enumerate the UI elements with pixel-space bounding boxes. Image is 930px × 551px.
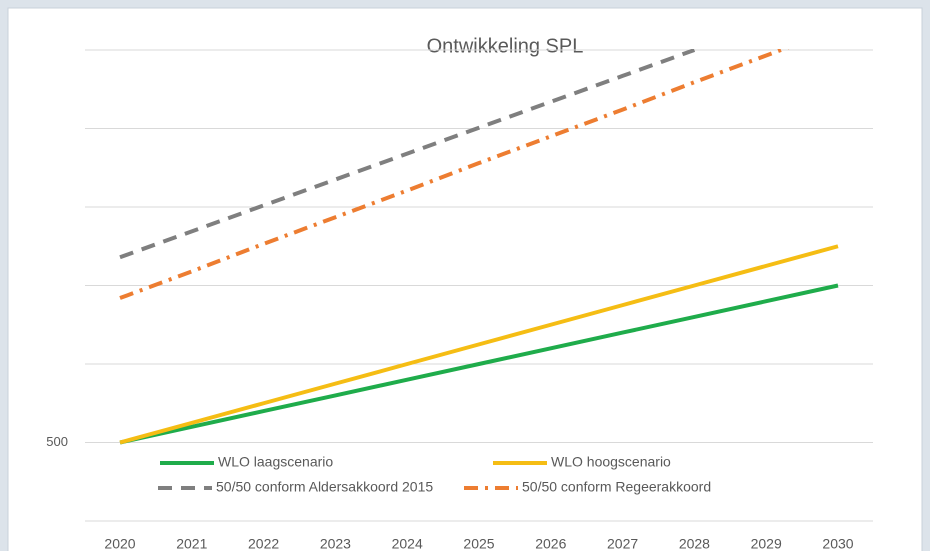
- x-tick-label: 2026: [535, 536, 566, 551]
- x-tick-label: 2030: [822, 536, 853, 551]
- x-tick-label: 2025: [463, 536, 494, 551]
- legend-label: WLO hoogscenario: [551, 454, 671, 470]
- series-line: [119, 283, 839, 445]
- y-tick-label: 500: [46, 434, 68, 449]
- x-tick-label: 2023: [320, 536, 351, 551]
- legend-label: WLO laagscenario: [218, 454, 333, 470]
- x-tick-label: 2021: [176, 536, 207, 551]
- series-line: [119, 49, 790, 300]
- series-line: [119, 49, 696, 260]
- chart-title: Ontwikkeling SPL: [427, 35, 584, 57]
- x-tick-label: 2029: [751, 536, 782, 551]
- x-tick-label: 2022: [248, 536, 279, 551]
- legend-label: 50/50 conform Regeerakkoord: [522, 479, 711, 495]
- series-line: [119, 244, 839, 445]
- x-tick-label: 2027: [607, 536, 638, 551]
- chart-area: [7, 7, 923, 551]
- legend-label: 50/50 conform Aldersakkoord 2015: [216, 479, 433, 495]
- x-tick-label: 2020: [104, 536, 135, 551]
- x-tick-label: 2024: [392, 536, 423, 551]
- x-tick-label: 2028: [679, 536, 710, 551]
